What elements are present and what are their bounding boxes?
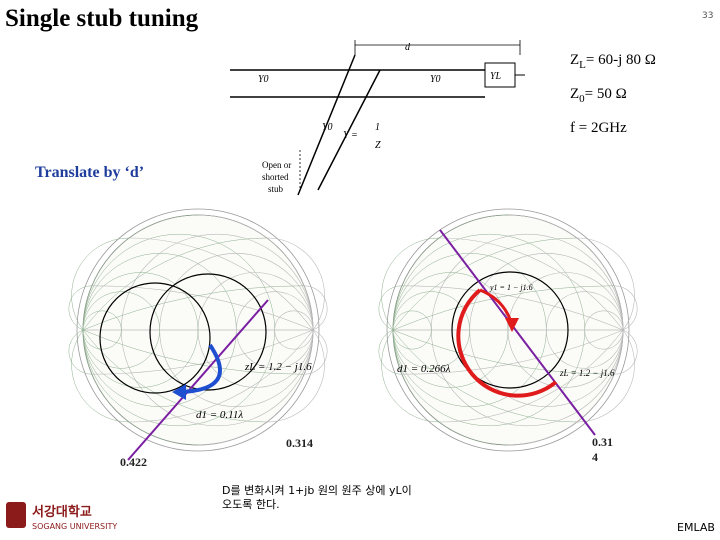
smith-grid bbox=[392, 329, 509, 446]
smith-grid bbox=[392, 329, 578, 423]
smith-grid bbox=[91, 285, 314, 331]
note: 오도록 한다. bbox=[222, 498, 280, 511]
logo-text: SOGANG UNIVERSITY bbox=[32, 522, 117, 531]
smith-grid bbox=[82, 329, 305, 375]
circuit-label: Y = bbox=[343, 130, 358, 141]
smith-grid bbox=[378, 285, 402, 331]
circuit-label: YL bbox=[490, 71, 502, 82]
shape bbox=[456, 288, 558, 398]
chart-label: zL = 1.2 − j1.6 bbox=[559, 368, 615, 378]
shape bbox=[317, 69, 381, 191]
smith-grid bbox=[438, 329, 624, 423]
chart-label: d1 = 0.11λ bbox=[196, 409, 243, 421]
shape: d Y0 Y0 YL Y0 Y = 1 Z Open or shorted st… bbox=[258, 42, 502, 194]
wtg-label: 0.314 bbox=[286, 436, 313, 450]
smith-grid bbox=[392, 237, 578, 331]
chart-label: y1 = 1 − j1.6 bbox=[489, 283, 533, 292]
shape bbox=[451, 271, 569, 389]
shape: Z bbox=[570, 86, 579, 102]
wtg-label: 0.422 bbox=[120, 455, 147, 469]
circuit-diagram bbox=[230, 40, 525, 196]
note: D를 변화시켜 1+jb 원의 원주 상에 yL이 bbox=[222, 484, 412, 497]
smith-grid bbox=[71, 237, 130, 331]
smith-grid bbox=[507, 214, 624, 331]
shape: = 60-j 80 Ω bbox=[586, 52, 656, 68]
smith-grid bbox=[68, 329, 92, 375]
circuit-label: shorted bbox=[262, 172, 289, 182]
smith-grid bbox=[82, 329, 268, 423]
smith-grid bbox=[438, 237, 624, 331]
param-freq: f = 2GHz bbox=[570, 120, 627, 136]
smith-grid bbox=[576, 237, 635, 331]
smith-grid bbox=[76, 208, 320, 452]
smith-grid bbox=[386, 208, 630, 452]
smith-grid bbox=[392, 285, 615, 331]
smith-charts bbox=[68, 208, 638, 452]
circuit-label: Open or bbox=[262, 160, 291, 170]
smith-grid bbox=[82, 214, 199, 331]
param-z0: Z0= 50 Ω bbox=[570, 86, 627, 105]
shape: L bbox=[579, 59, 586, 71]
smith-grid bbox=[197, 329, 314, 446]
shape bbox=[439, 229, 596, 436]
logo-text: 서강대학교 bbox=[32, 504, 92, 520]
shape bbox=[6, 502, 26, 528]
circuit-label: Y0 bbox=[258, 74, 269, 85]
circuit-label: Z bbox=[375, 140, 381, 151]
translate-note: Translate by ‘d’ bbox=[35, 164, 144, 181]
shape: Z bbox=[570, 52, 579, 68]
smith-grid bbox=[266, 237, 325, 331]
circuit-label: Y0 bbox=[430, 74, 441, 85]
smith-grid bbox=[392, 214, 509, 331]
smith-grid bbox=[381, 329, 440, 423]
shape bbox=[149, 273, 267, 391]
shape bbox=[505, 318, 519, 332]
logo: 서강대학교 SOGANG UNIVERSITY bbox=[6, 502, 117, 531]
smith-grid bbox=[266, 329, 325, 423]
page-number: 33 bbox=[702, 11, 713, 21]
smith-grid bbox=[128, 329, 314, 423]
smith-grid bbox=[71, 329, 130, 423]
smith-grid bbox=[197, 214, 314, 331]
shape bbox=[297, 54, 356, 196]
shape: = 50 Ω bbox=[585, 86, 627, 102]
circuit-label: d bbox=[405, 42, 411, 53]
smith-grid bbox=[614, 285, 638, 331]
shape bbox=[179, 343, 222, 394]
smith-grid bbox=[304, 329, 328, 375]
smith-grid bbox=[378, 329, 402, 375]
smith-grid bbox=[401, 329, 624, 375]
smith-grid bbox=[304, 285, 328, 331]
chart-label: zL = 1.2 − j1.6 bbox=[244, 361, 312, 373]
lab-name: EMLAB bbox=[677, 521, 715, 534]
param-zl: ZL= 60-j 80 Ω bbox=[570, 52, 656, 71]
wtg-label: 4 bbox=[592, 450, 598, 464]
smith-grid bbox=[614, 329, 638, 375]
smith-grid bbox=[128, 237, 314, 331]
smith-grid bbox=[82, 329, 199, 446]
shape: 0 bbox=[579, 93, 585, 105]
circuit-label: stub bbox=[268, 184, 284, 194]
shape bbox=[99, 282, 211, 394]
chart-label: d1 = 0.266λ bbox=[397, 363, 451, 375]
smith-grid bbox=[381, 237, 440, 331]
smith-grid bbox=[507, 329, 624, 446]
circuit-label: 1 bbox=[375, 122, 380, 133]
circuit-label: Y0 bbox=[322, 122, 333, 133]
smith-grid bbox=[82, 237, 268, 331]
shape bbox=[127, 299, 269, 461]
shape bbox=[172, 384, 186, 400]
smith-grid bbox=[576, 329, 635, 423]
title: Single stub tuning bbox=[5, 5, 199, 32]
wtg-label: 0.31 bbox=[592, 435, 613, 449]
smith-grid bbox=[401, 285, 624, 331]
smith-grid bbox=[392, 329, 615, 375]
smith-grid bbox=[68, 285, 92, 331]
